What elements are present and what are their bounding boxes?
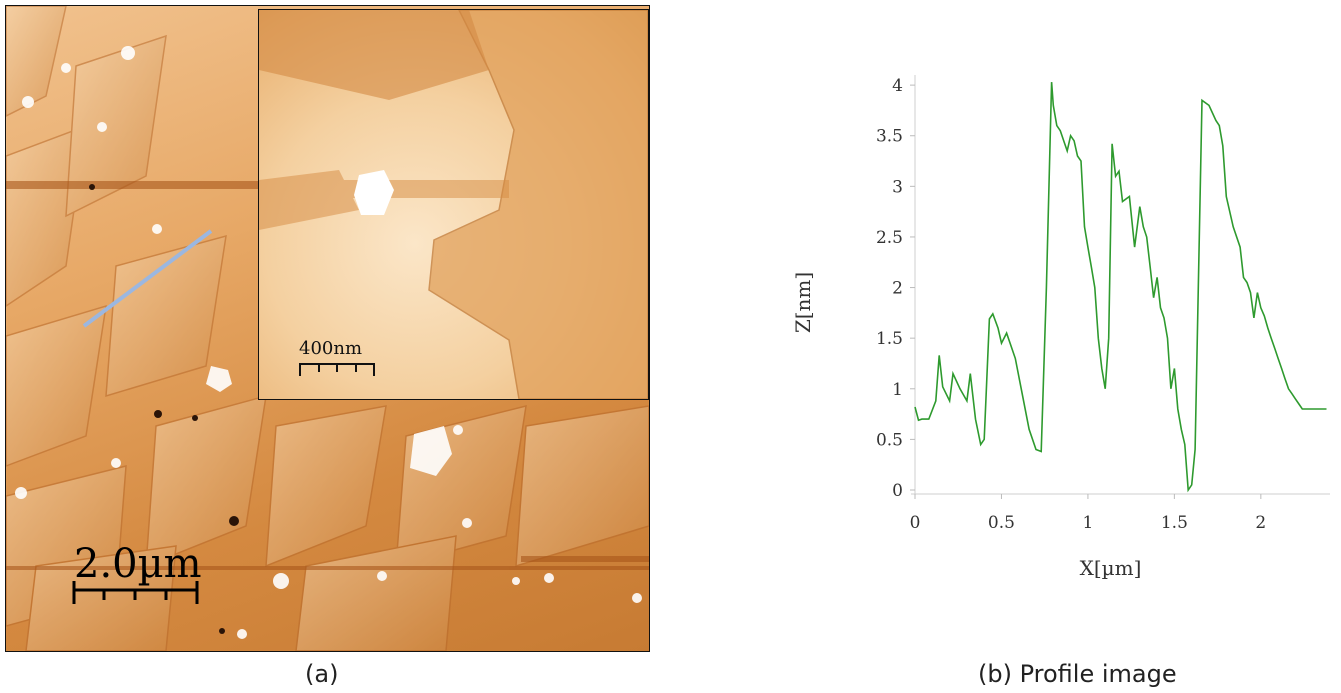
scale-bar-inset-label: 400nm	[299, 338, 363, 359]
profile-line-marker	[82, 229, 213, 328]
x-tick-label: 1	[1083, 513, 1094, 533]
inset-island	[354, 170, 394, 215]
scale-bar-main-label: 2.0µm	[74, 541, 202, 587]
x-tick-label: 0	[910, 513, 921, 533]
y-tick-label: 0.5	[876, 430, 903, 450]
scale-bar-inset	[299, 363, 375, 376]
x-tick-label: 2	[1255, 513, 1266, 533]
profile-chart: 0 0.5 1 1.5 2 2.5 3 3.5 4 0 0.5 1 1.5 2 Z[nm] X[µm]	[791, 75, 1330, 580]
caption-b: (b) Profile image	[978, 660, 1177, 688]
y-axis-label: Z[nm]	[791, 272, 815, 333]
y-tick-label: 2	[892, 279, 903, 299]
chart-axes	[911, 75, 1330, 495]
y-tick-label: 2.5	[876, 228, 903, 248]
x-tick-label: 0.5	[988, 513, 1015, 533]
profile-series-line	[914, 82, 1327, 493]
chart-ticks: 0 0.5 1 1.5 2 2.5 3 3.5 4 0 0.5 1 1.5 2	[876, 76, 1266, 533]
afm-inset-zoom: 400nm	[258, 9, 649, 400]
y-tick-label: 3	[892, 177, 903, 197]
y-tick-label: 0	[892, 481, 903, 501]
afm-terrace-texture	[6, 6, 649, 651]
y-tick-label: 1.5	[876, 329, 903, 349]
caption-a: (a)	[305, 660, 339, 688]
y-tick-label: 4	[892, 76, 903, 96]
y-tick-label: 3.5	[876, 127, 903, 147]
afm-topography-image: 2.0µm 400nm	[5, 5, 650, 652]
y-tick-label: 1	[892, 380, 903, 400]
x-axis-label: X[µm]	[1080, 556, 1142, 580]
inset-texture	[259, 10, 648, 399]
scale-bar-main	[72, 581, 199, 604]
x-tick-label: 1.5	[1161, 513, 1188, 533]
